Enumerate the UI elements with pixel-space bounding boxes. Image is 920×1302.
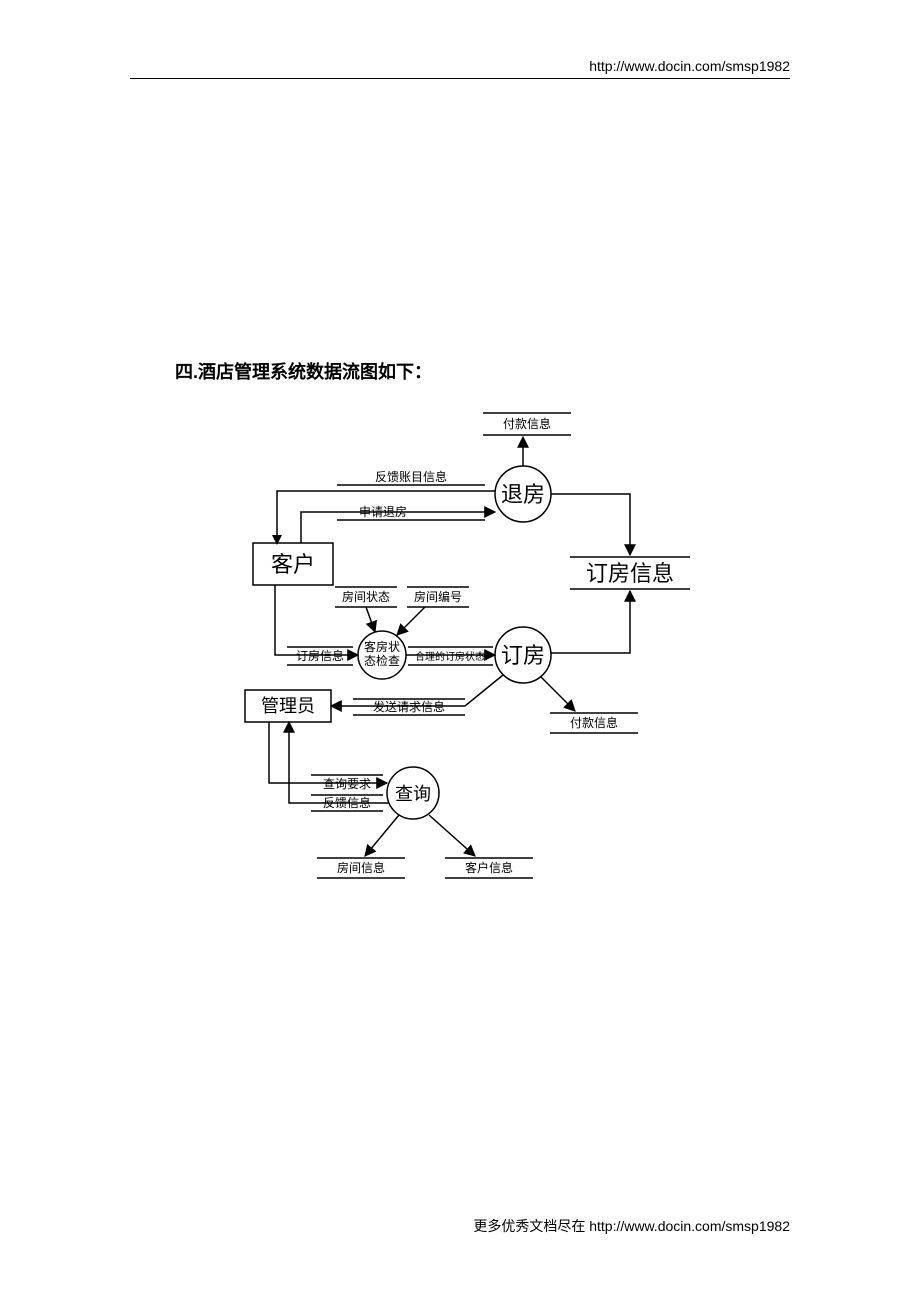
edge-label-feedback-info: 反馈信息 <box>323 795 371 810</box>
svg-text:查询: 查询 <box>395 784 431 804</box>
datastore-customer-info: 客户信息 <box>445 858 533 878</box>
svg-text:房间编号: 房间编号 <box>414 589 462 604</box>
datastore-room-info: 房间信息 <box>317 858 405 878</box>
datastore-booking-info: 订房信息 <box>570 557 690 589</box>
svg-text:订房信息: 订房信息 <box>586 561 674 586</box>
edge-query-to-custinfo <box>429 815 475 856</box>
svg-text:客户: 客户 <box>271 552 315 577</box>
header-url: http://www.docin.com/smsp1982 <box>589 58 790 74</box>
datastore-room-number: 房间编号 <box>407 587 469 607</box>
data-flow-diagram: 付款信息 退房 客户 反馈账目信息 申请退房 订房信息 房间状态 房间编号 <box>225 395 745 905</box>
edge-admin-to-query <box>269 722 387 783</box>
svg-text:房间信息: 房间信息 <box>337 860 385 875</box>
edge-label-booking-info: 订房信息 <box>296 648 344 663</box>
svg-text:客户信息: 客户信息 <box>465 860 513 875</box>
process-checkout: 退房 <box>495 466 551 522</box>
entity-admin: 管理员 <box>245 690 331 722</box>
svg-text:态检查: 态检查 <box>364 653 400 668</box>
process-query: 查询 <box>387 767 439 819</box>
edge-checkout-to-bookinginfo <box>551 494 630 555</box>
svg-text:房间状态: 房间状态 <box>342 589 390 604</box>
svg-text:付款信息: 付款信息 <box>570 715 618 730</box>
edge-label-feedback: 反馈账目信息 <box>375 469 447 484</box>
process-room-status-check: 客房状 态检查 <box>358 631 406 679</box>
header-rule <box>130 78 790 79</box>
edge-booking-to-bookinginfo <box>551 591 630 653</box>
edge-label-query-req: 查询要求 <box>323 777 371 791</box>
datastore-payment-top: 付款信息 <box>483 413 571 435</box>
footer-text: 更多优秀文档尽在 http://www.docin.com/smsp1982 <box>473 1216 790 1236</box>
svg-text:订房: 订房 <box>501 643 545 668</box>
datastore-room-status: 房间状态 <box>335 587 397 607</box>
edge-label-valid-booking: 合理的订房状态 <box>415 650 485 663</box>
edge-label-apply: 申请退房 <box>359 504 407 519</box>
section-title: 四.酒店管理系统数据流图如下： <box>175 358 432 384</box>
edge-booking-to-payment <box>541 677 575 711</box>
svg-text:管理员: 管理员 <box>261 696 315 716</box>
svg-text:客房状: 客房状 <box>364 639 400 654</box>
edge-label-send-request: 发送请求信息 <box>373 699 445 714</box>
process-booking: 订房 <box>495 627 551 683</box>
datastore-payment-mid: 付款信息 <box>550 713 638 733</box>
edge-roomnum-to-check <box>397 607 425 635</box>
svg-text:付款信息: 付款信息 <box>503 416 551 431</box>
edge-roomstatus-to-check <box>366 607 375 632</box>
entity-customer: 客户 <box>253 543 333 585</box>
edge-query-to-roominfo <box>365 815 399 856</box>
svg-text:退房: 退房 <box>501 482 545 507</box>
